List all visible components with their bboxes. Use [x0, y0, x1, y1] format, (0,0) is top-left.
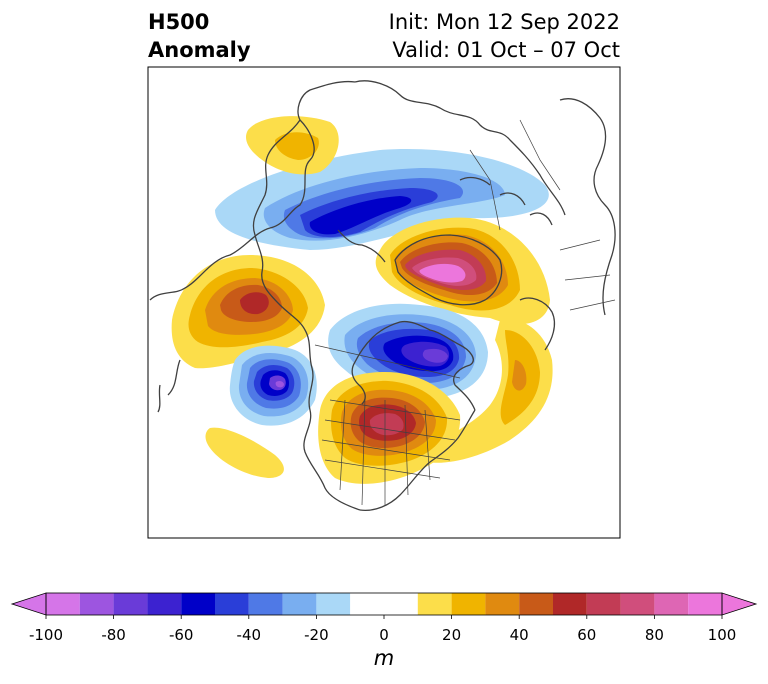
- colorbar-segment: [586, 593, 621, 615]
- colorbar-segment: [46, 593, 80, 615]
- colorbar-extend-max: [721, 592, 758, 616]
- colorbar-tick-label: -60: [168, 626, 194, 644]
- colorbar-segment: [79, 593, 114, 615]
- colorbar-tick-label: -100: [28, 626, 64, 644]
- colorbar-segment: [282, 593, 317, 615]
- map-subtitle: Init: Mon 12 Sep 2022 Valid: 01 Oct – 07…: [389, 8, 620, 64]
- colorbar-segment: [316, 593, 351, 615]
- colorbar-segment: [519, 593, 553, 615]
- colorbar-tick-label: 80: [644, 626, 664, 644]
- political-borders: [314, 119, 616, 506]
- colorbar-segment: [688, 593, 722, 615]
- colorbar-tick-label: 100: [707, 626, 737, 644]
- colorbar-extend-min: [10, 592, 47, 616]
- colorbar-segment: [485, 593, 520, 615]
- colorbar-segment: [215, 593, 249, 615]
- colorbar-segment: [350, 593, 418, 615]
- map-title: H500 Anomaly: [148, 8, 251, 64]
- colorbar-ticks: [45, 615, 723, 619]
- title-variable: H500: [148, 10, 210, 34]
- colorbar-segment: [654, 593, 689, 615]
- colorbar-segment: [417, 593, 452, 615]
- colorbar-segments: [46, 593, 722, 615]
- colorbar-tick-label: 0: [379, 626, 389, 644]
- colorbar-segment: [113, 593, 148, 615]
- colorbar-tick-label: 40: [509, 626, 529, 644]
- coastlines: [149, 80, 616, 511]
- colorbar-segment: [451, 593, 486, 615]
- anomaly-fill: [171, 116, 553, 484]
- colorbar-tick-label: -20: [304, 626, 329, 644]
- colorbar-tick-label: 60: [577, 626, 597, 644]
- init-time: Init: Mon 12 Sep 2022: [388, 10, 620, 34]
- colorbar-tick-label: -40: [236, 626, 262, 644]
- colorbar-unit: m: [373, 646, 395, 670]
- colorbar-segment: [553, 593, 587, 615]
- colorbar-segment: [147, 593, 182, 615]
- colorbar-segment: [181, 593, 215, 615]
- colorbar-tick-label: 20: [442, 626, 462, 644]
- colorbar-tick-label: -80: [101, 626, 126, 644]
- colorbar-segment: [248, 593, 283, 615]
- map-frame: [147, 66, 621, 539]
- colorbar-segment: [620, 593, 655, 615]
- valid-period: Valid: 01 Oct – 07 Oct: [392, 38, 620, 62]
- title-field: Anomaly: [148, 38, 251, 62]
